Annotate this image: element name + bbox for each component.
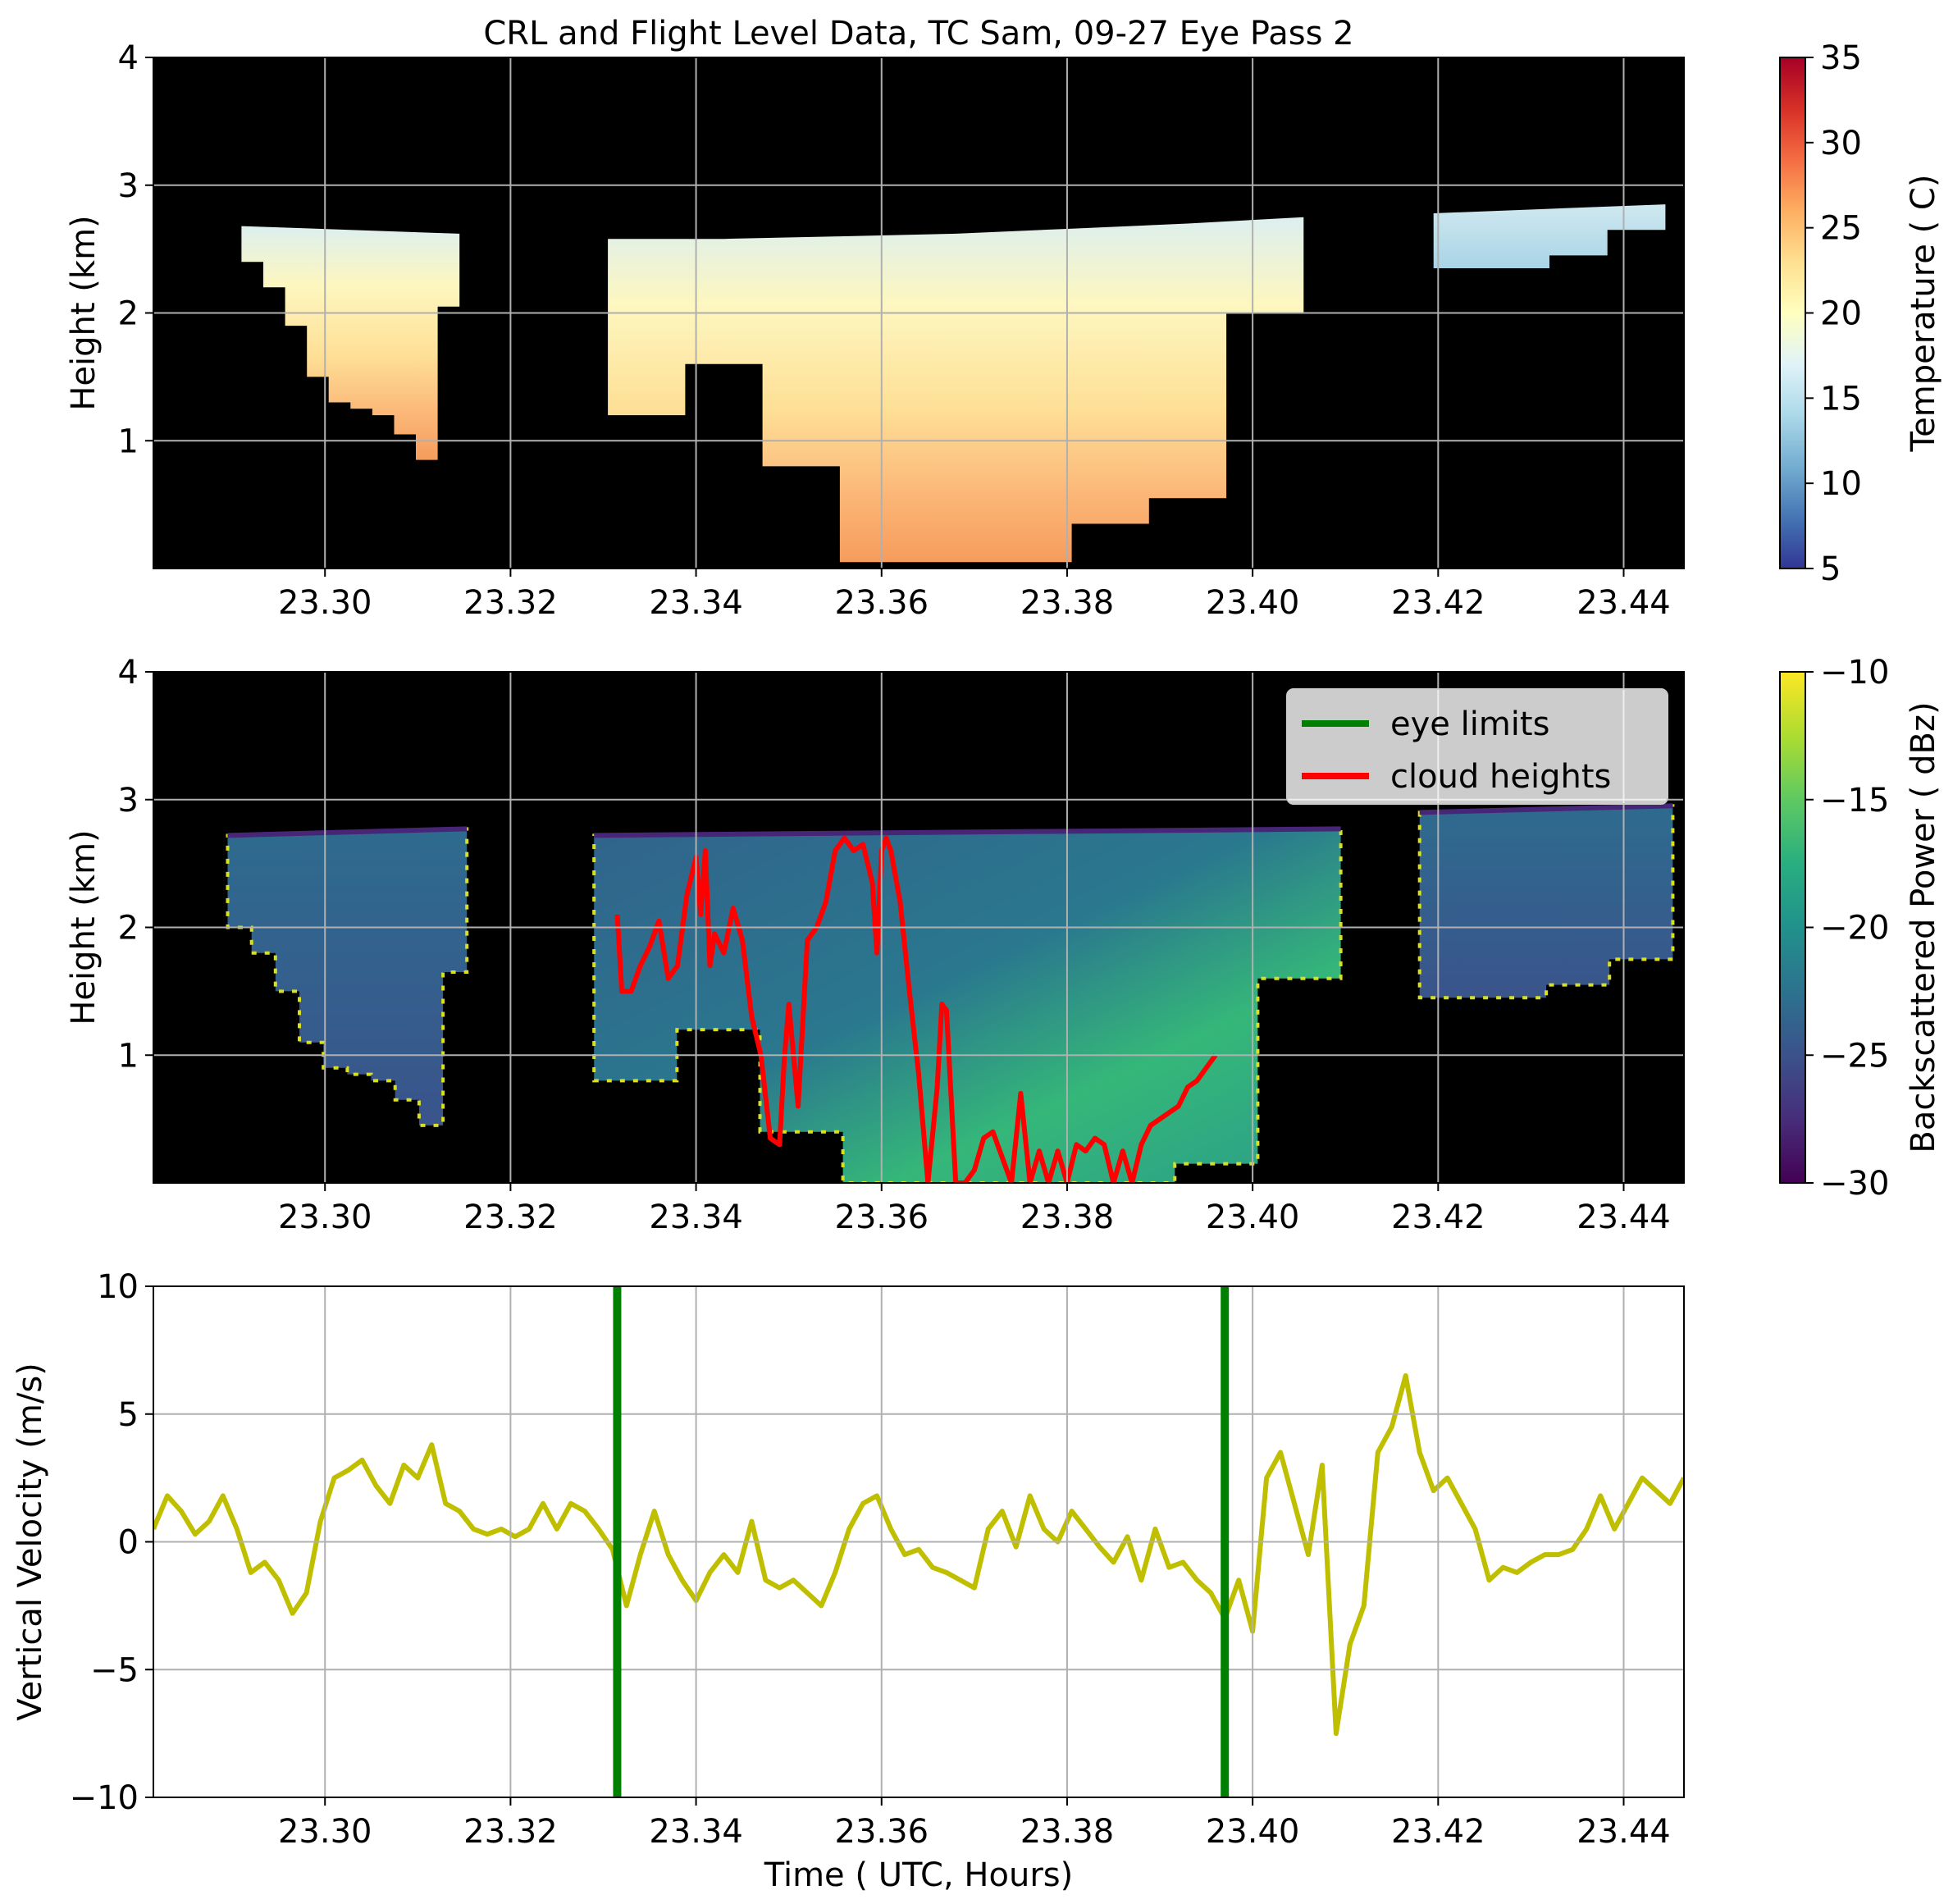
colorbar-tick-label: 20 [1820,295,1862,333]
legend-box [1286,688,1668,805]
series-line-vertical-velocity [153,1373,1684,1737]
x-tick-label: 23.42 [1391,1813,1485,1851]
x-tick-label: 23.32 [463,584,558,622]
backscatter-region [226,827,469,1127]
x-axis-label: Time ( UTC, Hours) [764,1856,1073,1894]
x-tick-label: 23.36 [835,584,929,622]
colorbar-tick-label: 35 [1820,39,1862,77]
colorbar [1779,671,1806,1184]
colorbar-label: Backscattered Power ( dBz) [1905,701,1942,1153]
temperature-region [608,217,1304,563]
colorbar-tick-label: −10 [1820,654,1889,692]
x-tick-label: 23.36 [835,1199,929,1236]
colorbar-tick-label: 5 [1820,550,1841,588]
x-tick-label: 23.32 [463,1813,558,1851]
legend-label: eye limits [1390,705,1549,743]
y-tick-label: 1 [118,1037,139,1075]
y-tick-label: −5 [90,1651,139,1689]
x-tick-label: 23.42 [1391,584,1485,622]
panel-1: 23.30 23.32 23.34 23.36 23.38 23.40 23.42 23.44… [65,15,1942,622]
x-tick-label: 23.42 [1391,1199,1485,1236]
x-tick-label: 23.34 [649,1199,743,1236]
colorbar-tick-label: 10 [1820,465,1862,503]
y-tick-label: 2 [118,910,139,947]
plot-content [153,1373,1684,1737]
y-tick-label: −10 [70,1779,139,1817]
backscatter-top-edge [1419,803,1673,815]
colorbar-tick-label: 15 [1820,380,1862,418]
x-tick-label: 23.38 [1020,1813,1115,1851]
backscatter-region [1417,804,1675,1000]
colorbar-label: Temperature ( C) [1905,175,1942,453]
y-tick-label: 10 [97,1268,139,1306]
colorbar-tick-label: −25 [1820,1037,1889,1075]
x-tick-label: 23.40 [1206,584,1300,622]
x-tick-label: 23.36 [835,1813,929,1851]
x-tick-label: 23.32 [463,1199,558,1236]
panel-2: 23.30 23.32 23.34 23.36 23.38 23.40 23.42 23.44… [65,654,1942,1236]
x-tick-label: 23.38 [1020,584,1115,622]
panel-3: 23.30 23.32 23.34 23.36 23.38 23.40 23.42 23.44… [11,1268,1685,1894]
y-axis-label: Vertical Velocity (m/s) [11,1363,49,1721]
temperature-region [241,226,460,460]
y-tick-label: 3 [118,167,139,205]
colorbar-tick-label: −15 [1820,782,1889,820]
y-tick-label: 2 [118,295,139,333]
y-axis-label: Height (km) [65,215,103,410]
plot-content [226,803,1675,1183]
chart-title: CRL and Flight Level Data, TC Sam, 09-27… [483,15,1353,53]
y-tick-label: 5 [118,1396,139,1434]
x-tick-label: 23.34 [649,1813,743,1851]
backscatter-top-edge [227,826,468,838]
colorbar-tick-label: 25 [1820,210,1862,248]
y-tick-label: 4 [118,654,139,692]
legend: eye limits cloud heights [1286,688,1668,805]
x-tick-label: 23.30 [278,1199,372,1236]
colorbar-tick-label: −30 [1820,1165,1889,1203]
legend-label: cloud heights [1390,758,1611,796]
temperature-region [1433,204,1666,268]
x-tick-label: 23.44 [1577,1199,1671,1236]
x-tick-label: 23.38 [1020,1199,1115,1236]
x-tick-label: 23.44 [1577,1813,1671,1851]
colorbar [1779,57,1806,569]
y-axis-label: Height (km) [65,829,103,1025]
backscatter-top-edge [594,826,1341,838]
plot-content [241,204,1666,563]
x-tick-label: 23.30 [278,1813,372,1851]
y-tick-label: 1 [118,422,139,460]
x-tick-label: 23.40 [1206,1813,1300,1851]
x-tick-label: 23.30 [278,584,372,622]
x-tick-label: 23.34 [649,584,743,622]
x-tick-label: 23.44 [1577,584,1671,622]
series-line-cloud-heights [614,835,1218,1183]
y-tick-label: 3 [118,782,139,820]
x-tick-label: 23.40 [1206,1199,1300,1236]
colorbar-tick-label: 30 [1820,125,1862,162]
colorbar-tick-label: −20 [1820,910,1889,947]
y-tick-label: 4 [118,39,139,77]
y-tick-label: 0 [118,1524,139,1562]
